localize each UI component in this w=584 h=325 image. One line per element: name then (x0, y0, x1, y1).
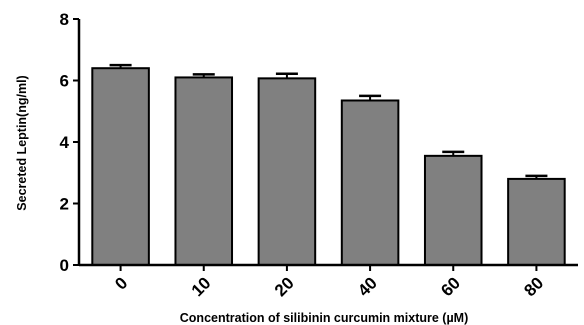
x-tick-label-80: 80 (520, 273, 547, 300)
x-tick-label-10: 10 (188, 273, 215, 300)
error-bar-60 (442, 150, 465, 156)
error-bars-group (109, 63, 548, 179)
y-tick-label-8: 8 (60, 10, 69, 29)
axes-group (77, 19, 578, 267)
bar-40 (340, 99, 400, 266)
x-tick-label-40: 40 (354, 273, 381, 300)
bar-10 (174, 76, 234, 267)
y-tick-label-0: 0 (60, 256, 69, 275)
y-tick-label-2: 2 (60, 195, 69, 214)
bar-20 (257, 77, 317, 266)
x-tick-label-60: 60 (437, 273, 464, 300)
x-tick-label-20: 20 (271, 273, 298, 300)
x-tick-label-0: 0 (111, 273, 131, 293)
bars-group (91, 67, 566, 267)
x-ticks-group: 0 10 20 40 60 80 (111, 265, 547, 300)
bar-80 (507, 177, 566, 266)
error-bar-80 (525, 174, 548, 179)
x-axis-label: Concentration of silibinin curcumin mixt… (180, 311, 468, 325)
bar-60 (423, 154, 483, 266)
bar-0 (91, 67, 150, 266)
error-bar-20 (275, 72, 298, 79)
y-ticks-group: 0 2 4 6 8 (60, 10, 79, 275)
y-axis-label: Secreted Leptin(ng/ml) (15, 75, 29, 210)
error-bar-10 (192, 73, 215, 78)
y-tick-label-4: 4 (60, 133, 70, 152)
y-tick-label-6: 6 (60, 72, 69, 91)
error-bar-0 (109, 63, 132, 69)
error-bar-40 (359, 94, 382, 101)
